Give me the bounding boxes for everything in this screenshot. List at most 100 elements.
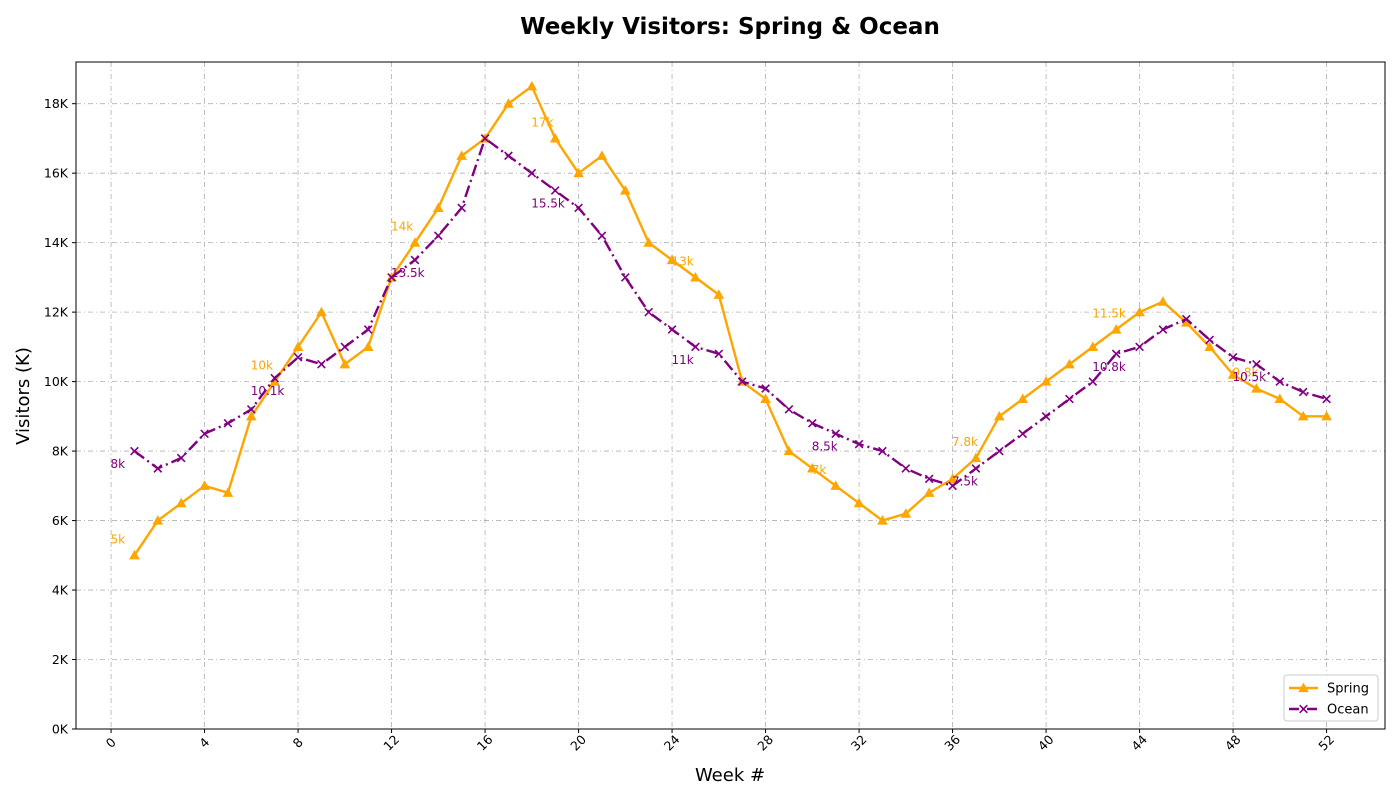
x-tick-label: 36	[941, 732, 963, 754]
x-tick-label: 24	[661, 732, 683, 754]
data-point	[807, 418, 817, 428]
grid	[76, 62, 1385, 730]
data-label: 8k	[110, 457, 125, 471]
data-label: 10.1k	[251, 384, 285, 398]
data-label: 11k	[671, 353, 693, 367]
data-point	[1040, 376, 1052, 386]
series-line	[133, 137, 1327, 488]
legend-marker	[1298, 682, 1309, 693]
data-point	[924, 474, 934, 484]
data-point	[1018, 429, 1028, 439]
data-point	[316, 306, 327, 317]
x-tick-label: 4	[196, 734, 212, 750]
x-tick-label: 48	[1222, 732, 1244, 754]
data-point	[246, 405, 256, 414]
data-point	[1157, 296, 1169, 306]
data-point	[854, 439, 864, 449]
x-tick-label: 44	[1128, 732, 1150, 754]
data-point	[175, 497, 187, 508]
data-point	[853, 497, 865, 508]
data-point	[292, 341, 304, 351]
data-point	[970, 452, 982, 463]
data-point	[152, 515, 164, 525]
series-line	[133, 85, 1327, 556]
x-tick-label: 40	[1035, 732, 1057, 754]
y-tick-label: 16K	[44, 166, 69, 181]
data-point	[807, 463, 818, 473]
x-tick-label: 16	[474, 732, 496, 754]
data-point	[526, 80, 538, 91]
data-point	[713, 289, 725, 299]
data-point	[574, 203, 583, 213]
data-point	[130, 446, 139, 456]
data-point	[573, 167, 584, 178]
data-label: 17k	[531, 115, 553, 129]
data-point	[714, 349, 724, 359]
data-point	[363, 325, 373, 334]
legend-marker	[1299, 704, 1308, 714]
data-point	[550, 186, 560, 195]
data-point	[1274, 393, 1286, 404]
x-tick-label: 12	[380, 732, 402, 754]
data-point	[900, 508, 912, 518]
data-label: 14k	[391, 220, 413, 234]
data-label: 10.5k	[1232, 370, 1266, 384]
data-point	[1251, 383, 1262, 393]
data-point	[270, 373, 280, 383]
y-tick-label: 4K	[52, 583, 69, 598]
x-axis-label: Week #	[695, 765, 765, 786]
data-point	[994, 410, 1005, 421]
data-point	[1322, 394, 1331, 404]
axis-ticks: 0 4 8 12 16 20 24 28 32 36 40 44 48 520K2K4K6K8K10K12…	[44, 96, 1337, 753]
data-point	[1227, 369, 1239, 379]
data-point	[597, 231, 607, 241]
legend-item-spring: Spring	[1289, 682, 1369, 697]
data-point	[948, 481, 957, 491]
data-point	[1252, 359, 1261, 369]
data-point	[878, 446, 887, 456]
data-point	[340, 342, 350, 352]
legend-label: Spring	[1327, 682, 1369, 697]
y-tick-label: 10K	[44, 374, 69, 389]
data-point	[620, 273, 630, 282]
x-tick-label: 52	[1315, 732, 1337, 754]
series-ocean	[130, 134, 1331, 491]
data-point	[387, 273, 396, 282]
data-point	[433, 202, 444, 212]
y-tick-label: 6K	[52, 513, 69, 528]
data-point	[339, 358, 351, 369]
data-point	[596, 150, 608, 160]
data-label: 10k	[251, 359, 273, 373]
data-point	[1087, 341, 1099, 351]
data-point	[1205, 335, 1215, 345]
data-point	[1064, 358, 1075, 369]
data-label: 7.8k	[952, 435, 978, 449]
chart-title: Weekly Visitors: Spring & Ocean	[520, 14, 940, 40]
x-tick-label: 20	[567, 732, 589, 754]
y-tick-label: 2K	[52, 652, 69, 667]
data-point	[1228, 352, 1238, 362]
data-point	[317, 359, 326, 369]
data-point	[830, 480, 841, 490]
data-point	[480, 134, 490, 143]
data-point	[433, 231, 443, 241]
data-point	[1111, 349, 1121, 359]
data-point	[690, 271, 701, 282]
data-point	[620, 185, 631, 195]
legend: Spring Ocean	[1283, 674, 1379, 722]
x-tick-label: 28	[754, 732, 776, 754]
data-point	[1088, 377, 1098, 386]
data-point	[129, 549, 140, 560]
data-point	[643, 237, 654, 247]
data-point	[923, 487, 935, 497]
data-point	[760, 393, 771, 404]
data-point	[1041, 411, 1051, 421]
data-point	[153, 464, 163, 473]
y-axis-label: Visitors (K)	[13, 347, 34, 445]
y-tick-label: 14K	[44, 235, 69, 250]
series-group	[129, 80, 1332, 560]
data-point	[457, 203, 467, 213]
legend-label: Ocean	[1327, 703, 1369, 718]
data-label: 11.5k	[1092, 306, 1126, 320]
